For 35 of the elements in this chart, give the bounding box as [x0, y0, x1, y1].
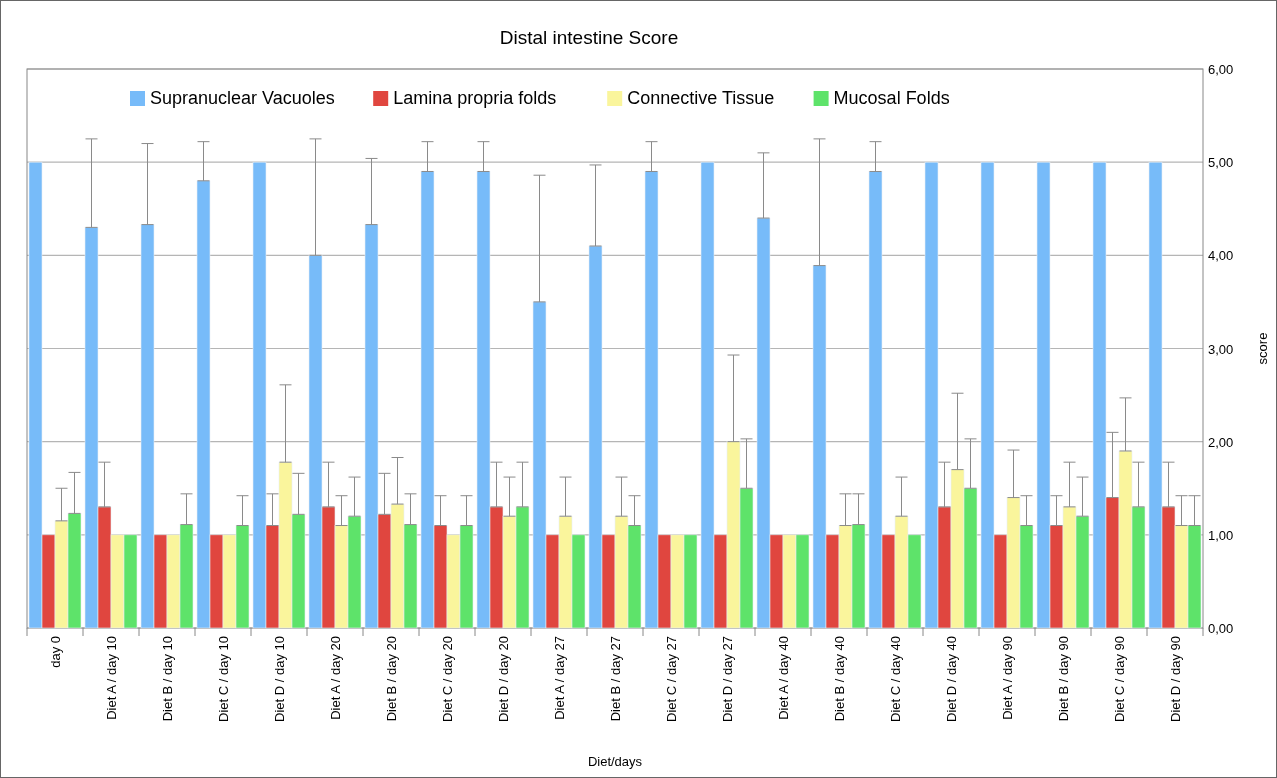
x-tick-label: Diet B / day 20	[384, 636, 399, 722]
x-tick-label: Diet B / day 27	[608, 636, 623, 722]
y-tick-label: 6,00	[1208, 62, 1234, 77]
y-axis-title: score	[1255, 332, 1270, 365]
x-tick-label: Diet B / day 90	[1056, 636, 1071, 722]
x-tick-label: Diet A / day 20	[328, 636, 343, 720]
x-tick-label: Diet B / day 40	[832, 636, 847, 722]
y-tick-label: 1,00	[1208, 527, 1234, 543]
legend-label: Supranuclear Vacuoles	[150, 88, 335, 108]
x-tick-label: Diet D / day 40	[944, 636, 959, 722]
y-tick-label: 3,00	[1208, 341, 1234, 357]
y-tick-label: 0,00	[1208, 621, 1234, 636]
x-tick-label: Diet C / day 27	[664, 636, 679, 722]
x-tick-label: Diet C / day 90	[1112, 636, 1127, 722]
x-tick-label: Diet D / day 10	[272, 636, 287, 722]
y-tick-label: 4,00	[1208, 248, 1234, 264]
x-tick-label: Diet A / day 40	[776, 636, 791, 720]
x-tick-label: Diet A / day 90	[1000, 636, 1015, 720]
chart-title: Distal intestine Score	[499, 27, 679, 48]
x-axis-title: Diet/days	[587, 754, 643, 769]
x-tick-label: Diet C / day 20	[440, 636, 455, 722]
x-tick-label: day 0	[48, 636, 63, 668]
x-tick-label: Diet D / day 27	[720, 636, 735, 722]
x-tick-label: Diet A / day 27	[552, 636, 567, 720]
x-tick-label: Diet D / day 20	[496, 636, 511, 722]
x-tick-label: Diet C / day 40	[888, 636, 903, 722]
x-tick-label: Diet A / day 10	[104, 636, 119, 720]
x-tick-label: Diet B / day 10	[160, 636, 175, 722]
x-tick-label: Diet C / day 10	[216, 636, 231, 722]
y-tick-label: 5,00	[1208, 155, 1234, 171]
legend-label: Lamina propria folds	[393, 88, 557, 108]
legend-label: Connective Tissue	[627, 88, 775, 108]
legend-label: Mucosal Folds	[833, 88, 950, 108]
x-tick-label: Diet D / day 90	[1168, 636, 1183, 722]
y-tick-label: 2,00	[1208, 434, 1234, 450]
